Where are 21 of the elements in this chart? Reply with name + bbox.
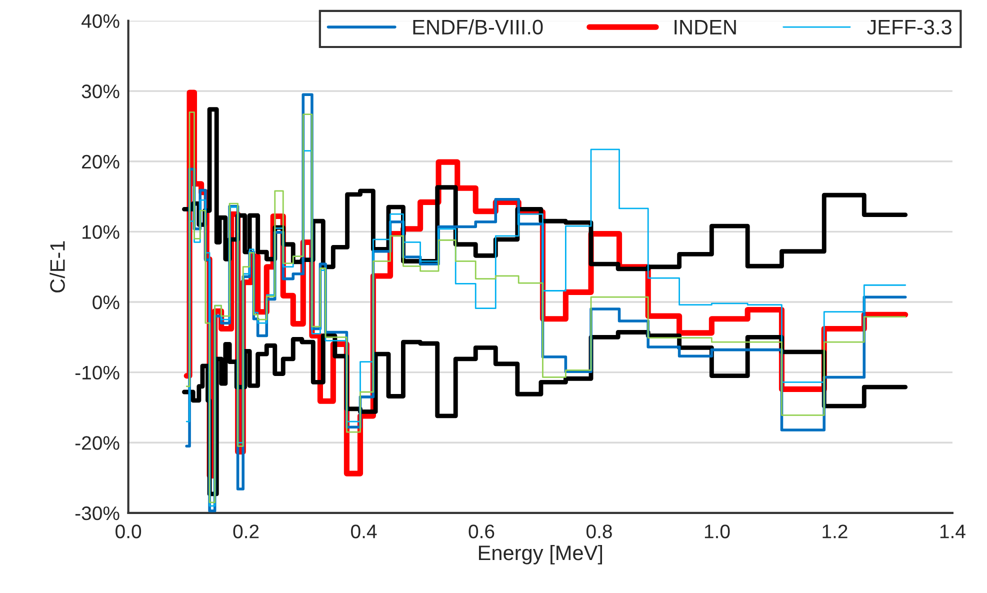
legend-label: ENDF/B-VIII.0	[413, 19, 543, 35]
y-tick-label: 20%	[82, 154, 120, 169]
y-tick-label: -20%	[75, 436, 120, 450]
x-axis-title: Energy [MeV]	[478, 544, 602, 564]
x-tick-label: 0.8	[586, 524, 612, 538]
x-tick-label: 0.4	[351, 524, 377, 538]
legend-label: JEFF-3.3	[867, 20, 952, 35]
y-tick-label: -30%	[75, 506, 120, 520]
y-tick-label: 0%	[92, 295, 120, 310]
x-tick-label: 0.6	[468, 524, 494, 538]
x-tick-label: 1.4	[940, 524, 966, 538]
x-tick-label: 1.0	[704, 524, 730, 538]
x-tick-label: 1.2	[822, 524, 848, 538]
y-tick-label: -10%	[75, 366, 120, 380]
y-tick-label: 10%	[82, 225, 120, 239]
y-tick-label: 30%	[82, 84, 120, 98]
y-tick-label: 40%	[82, 14, 120, 28]
y-axis-title: C/E-1	[50, 241, 65, 292]
legend-label: INDEN	[674, 20, 736, 34]
x-tick-label: 0.2	[233, 524, 259, 538]
x-tick-label: 0.0	[116, 524, 142, 538]
